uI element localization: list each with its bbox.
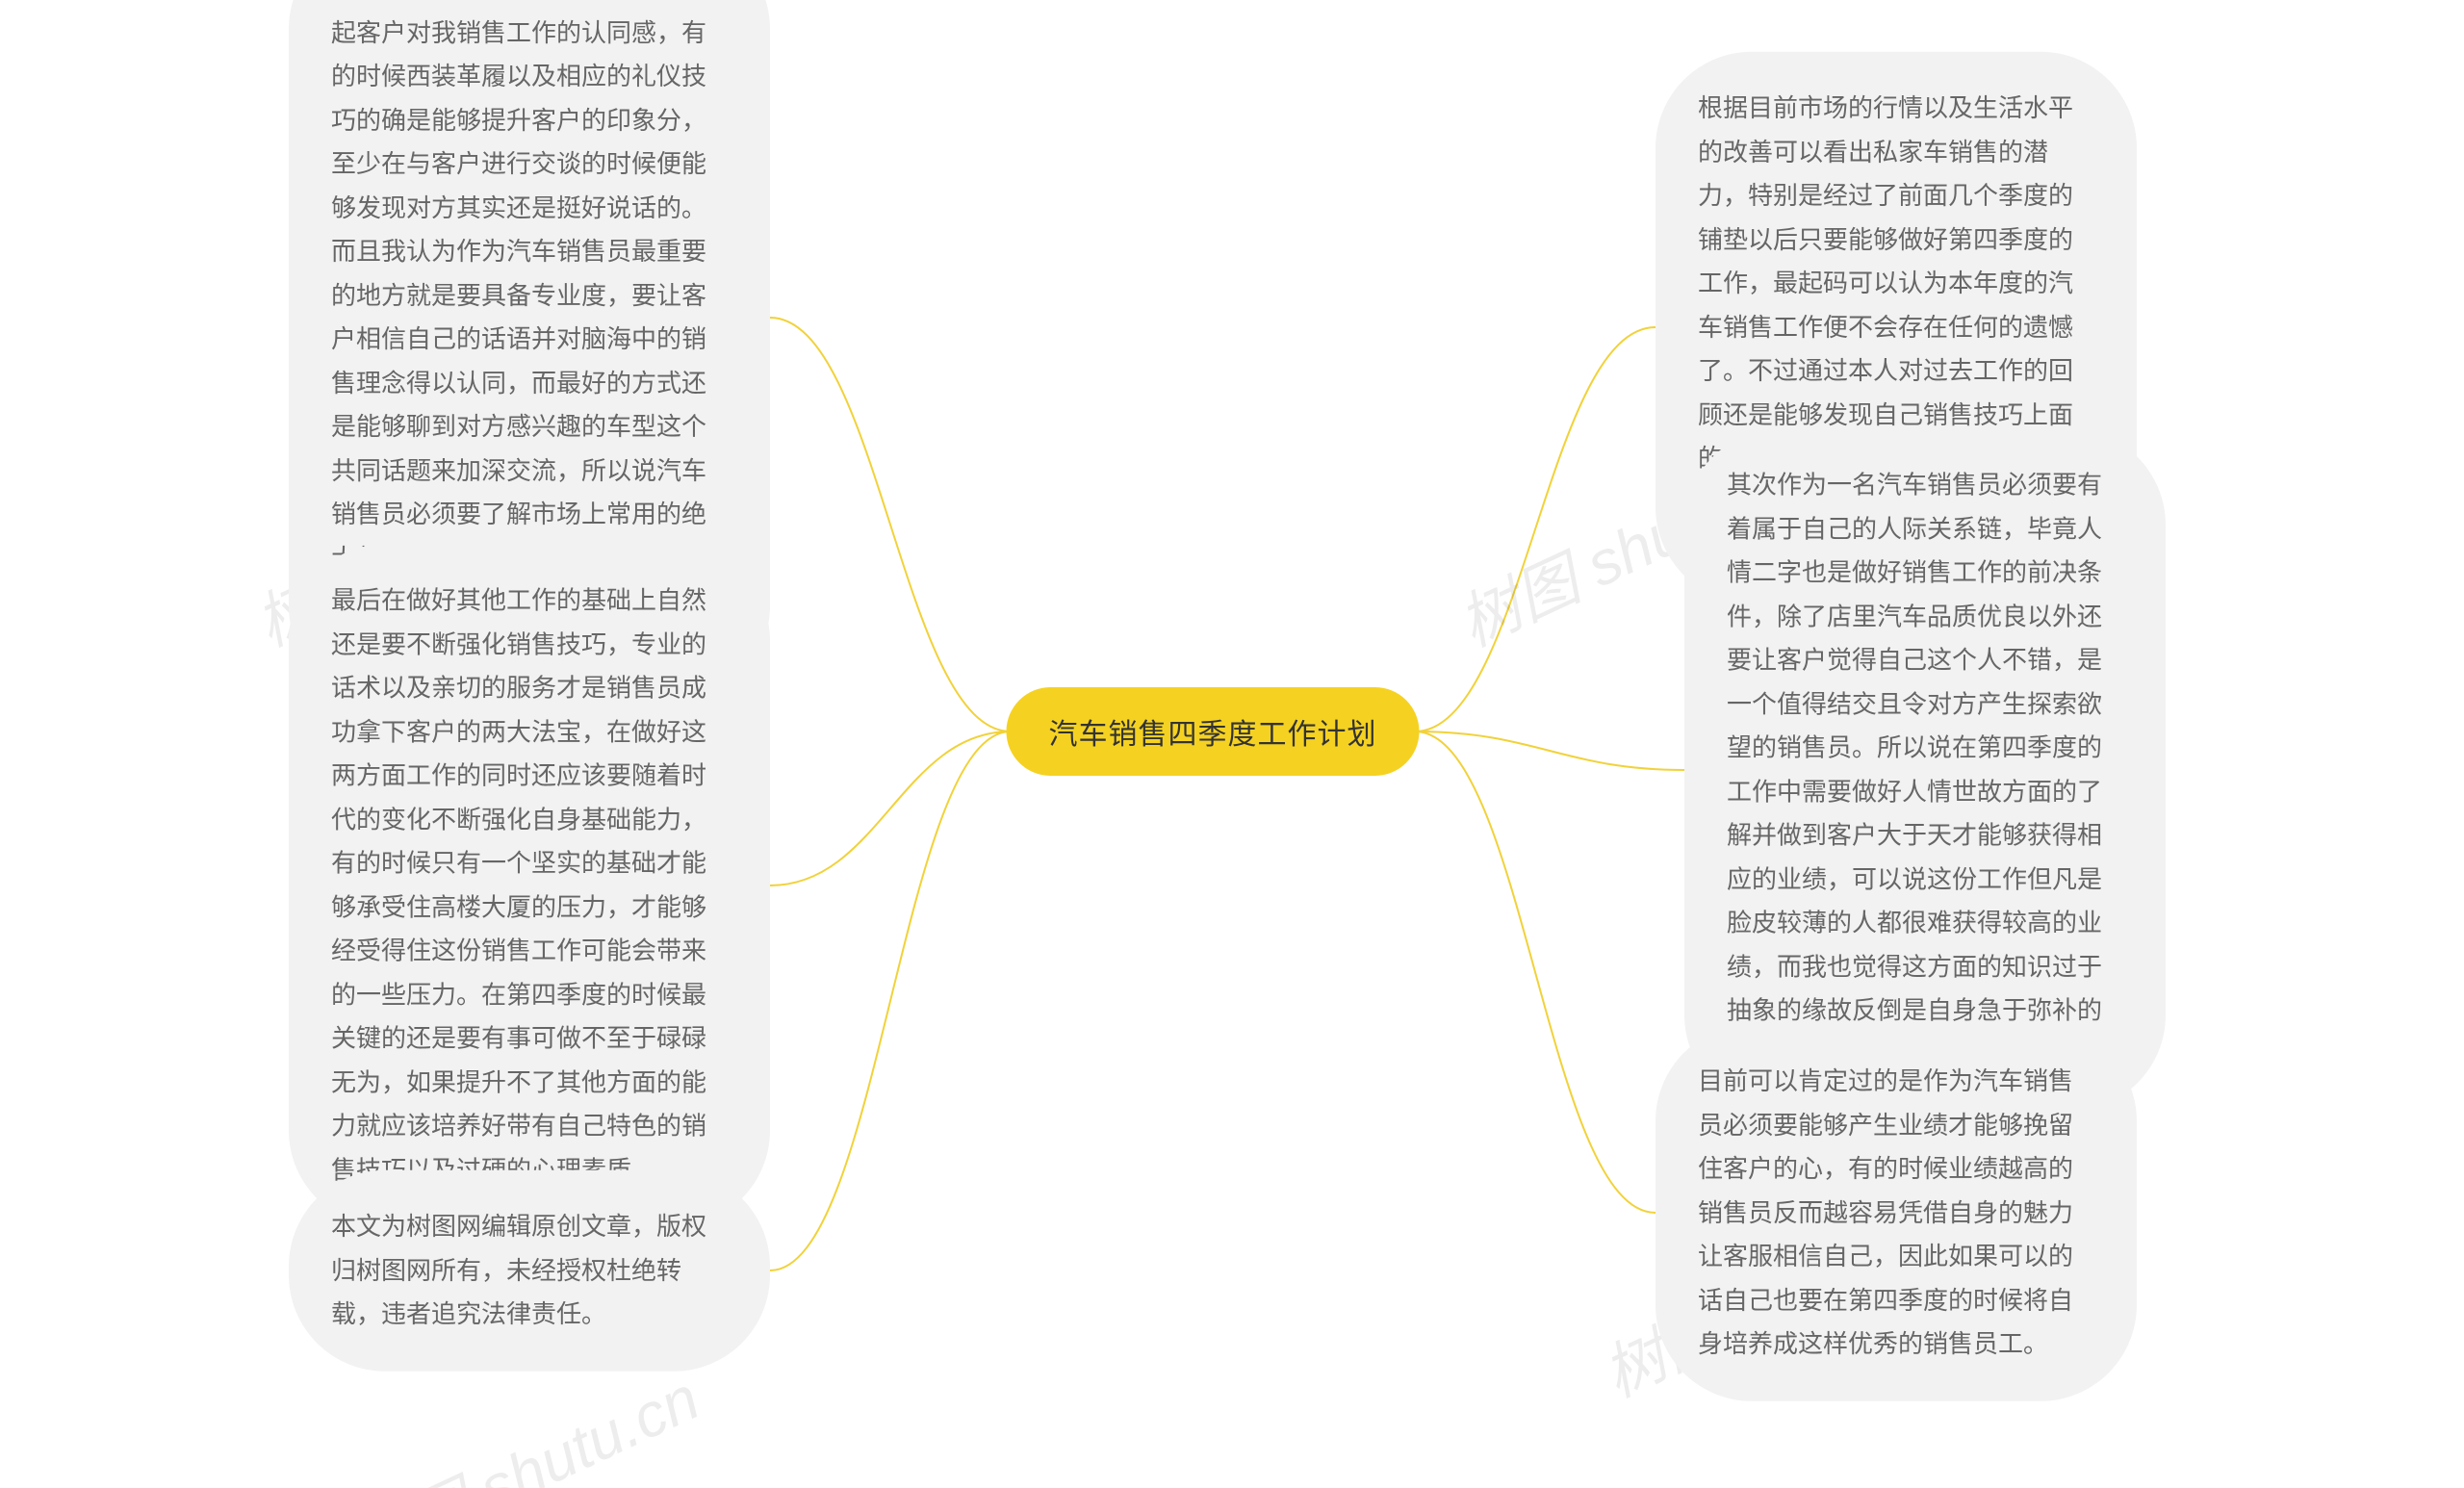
leaf-node-n2[interactable]: 其次作为一名汽车销售员必须要有着属于自己的人际关系链，毕竟人情二字也是做好销售工… bbox=[1684, 429, 2166, 1112]
connector-n1 bbox=[1415, 327, 1656, 731]
mindmap-canvas: 树图 shutu.cn树图 shutu.cn树图 shutu.cn树图 shut… bbox=[0, 0, 2464, 1488]
leaf-node-n5[interactable]: 最后在做好其他工作的基础上自然还是要不断强化销售技巧，专业的话术以及亲切的服务才… bbox=[289, 545, 770, 1227]
connector-n5 bbox=[770, 731, 1011, 885]
center-topic[interactable]: 汽车销售四季度工作计划 bbox=[1007, 687, 1420, 776]
leaf-node-n3[interactable]: 目前可以肯定过的是作为汽车销售员必须要能够产生业绩才能够挽留住客户的心，有的时候… bbox=[1656, 1025, 2137, 1401]
connector-n4 bbox=[770, 318, 1011, 731]
connector-n2 bbox=[1415, 731, 1684, 770]
connector-n6 bbox=[770, 731, 1011, 1270]
leaf-node-n6[interactable]: 本文为树图网编辑原创文章，版权归树图网所有，未经授权杜绝转载，违者追究法律责任。 bbox=[289, 1170, 770, 1372]
connector-n3 bbox=[1415, 731, 1656, 1213]
